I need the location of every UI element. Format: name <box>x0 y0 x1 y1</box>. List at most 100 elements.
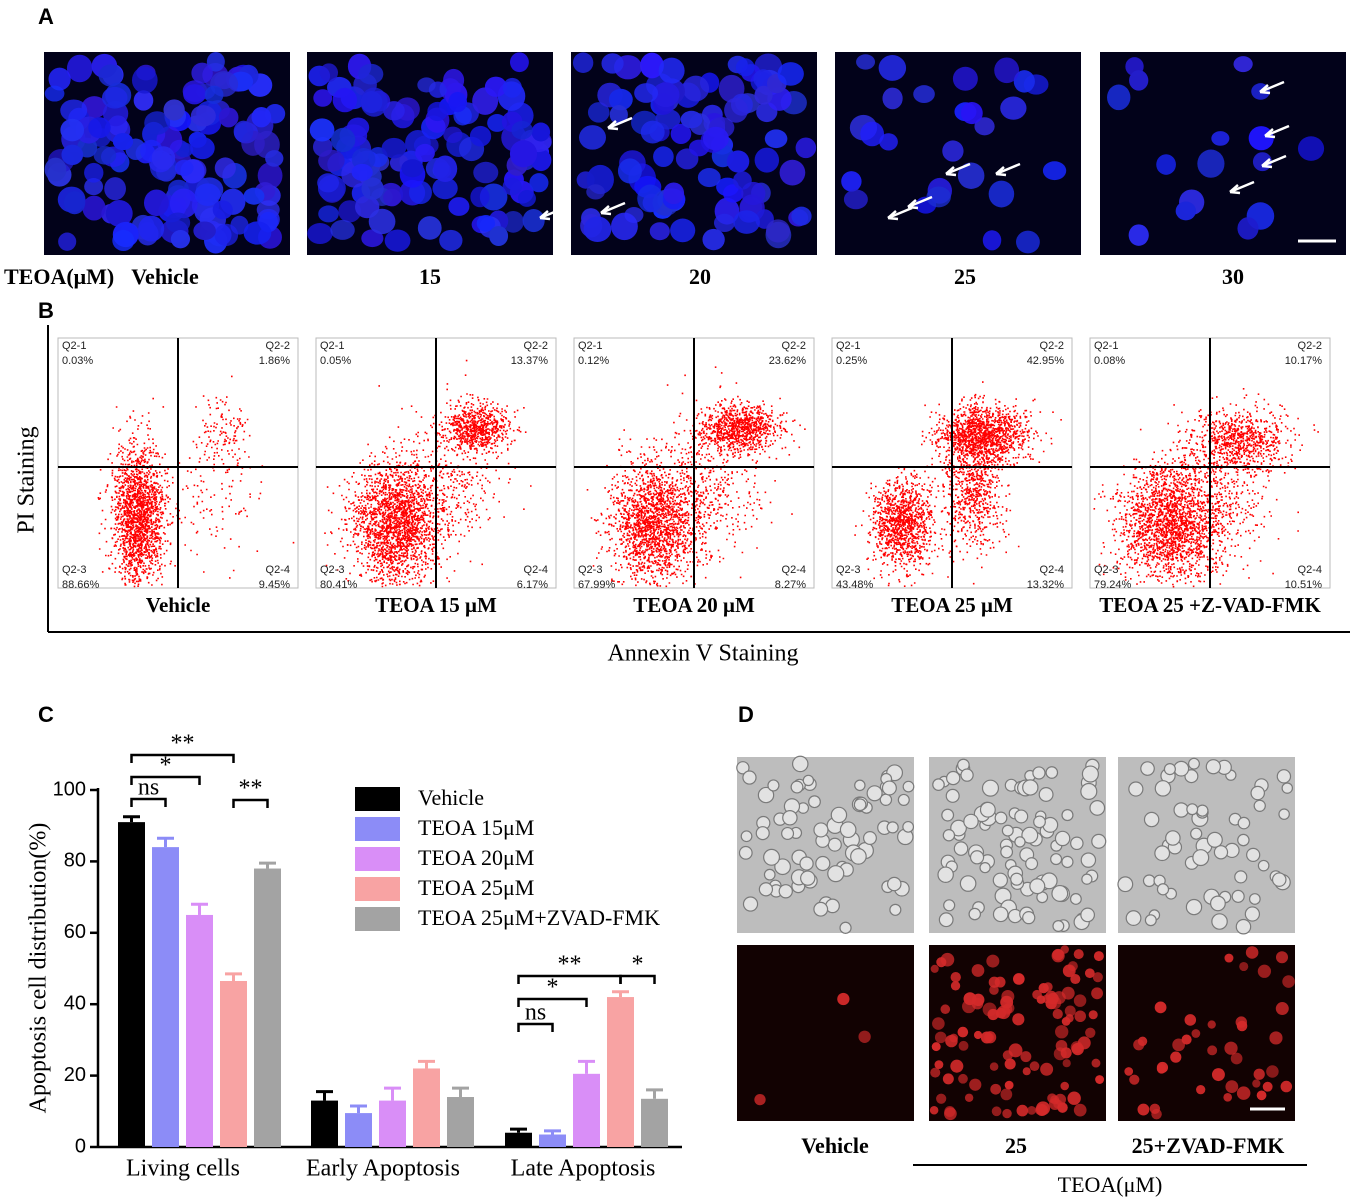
nucleus <box>204 85 224 105</box>
nucleus <box>1156 154 1176 175</box>
nucleus <box>233 120 254 143</box>
nucleus <box>610 212 638 241</box>
nucleus <box>682 75 710 102</box>
bar <box>539 1134 566 1147</box>
cell <box>1091 1058 1101 1068</box>
cell <box>1069 893 1082 905</box>
cell <box>1280 1080 1293 1093</box>
cell <box>1033 815 1046 829</box>
nucleus <box>44 157 67 182</box>
condition-label: 25+ZVAD-FMK <box>1132 1133 1285 1158</box>
quadrant-percent: 13.37% <box>511 355 549 367</box>
nucleus <box>1175 201 1197 221</box>
nucleus <box>383 101 405 121</box>
cell <box>932 778 945 791</box>
nucleus <box>652 82 680 108</box>
y-tick-label: 100 <box>53 778 86 800</box>
cell <box>1085 1027 1096 1038</box>
nucleus <box>212 200 233 220</box>
quadrant-name: Q2-3 <box>578 564 602 576</box>
nucleus <box>878 55 907 81</box>
nucleus <box>957 162 985 189</box>
legend-swatch <box>355 877 400 901</box>
nucleus <box>791 206 812 226</box>
cell <box>1235 918 1252 935</box>
bar <box>345 1113 372 1147</box>
nucleus <box>841 171 862 192</box>
legend-swatch <box>355 907 400 931</box>
flow-plot: Q2-1 0.12% Q2-2 23.62% Q2-3 67.99% Q2-4 8.27% <box>573 337 815 591</box>
cell <box>837 992 850 1006</box>
cell <box>986 954 1000 968</box>
cell <box>1010 872 1024 886</box>
cell <box>1080 907 1096 923</box>
nucleus <box>165 212 191 233</box>
legend-label: Vehicle <box>418 785 484 810</box>
bar <box>379 1100 406 1147</box>
cell <box>1154 845 1171 862</box>
nucleus <box>251 107 272 128</box>
nucleus <box>529 173 549 193</box>
nucleus <box>658 57 685 84</box>
significance-bracket <box>130 775 201 785</box>
quadrant-name: Q2-1 <box>836 340 860 352</box>
cell <box>1091 833 1107 849</box>
cell <box>932 1017 945 1030</box>
cell <box>813 901 829 917</box>
cell <box>853 798 867 812</box>
bar <box>152 847 179 1147</box>
image-bg <box>737 945 914 1121</box>
nucleus <box>670 218 696 243</box>
nucleus <box>417 77 436 93</box>
nucleus <box>58 232 77 251</box>
cell <box>1257 964 1272 978</box>
condition-label: 20 <box>689 264 711 289</box>
arrow <box>539 206 565 221</box>
nucleus <box>82 195 106 221</box>
significance-label: * <box>160 753 172 779</box>
condition-label: 25 <box>1005 1133 1027 1158</box>
nucleus <box>48 67 71 91</box>
nucleus <box>183 84 206 105</box>
nucleus <box>44 85 65 102</box>
cell <box>1151 1108 1162 1120</box>
cell <box>1050 853 1063 866</box>
nucleus <box>112 229 135 252</box>
cell <box>808 795 821 809</box>
cell <box>1001 824 1014 837</box>
cell <box>1140 761 1155 776</box>
cell <box>945 1034 958 1048</box>
nucleus <box>1248 126 1274 151</box>
cell <box>782 810 798 826</box>
cell <box>953 841 969 856</box>
cell <box>1093 951 1104 962</box>
cell <box>992 872 1008 888</box>
micrograph <box>835 52 1081 255</box>
cell <box>1070 836 1084 851</box>
quadrant-percent: 10.51% <box>1285 579 1323 591</box>
nucleus <box>754 85 773 105</box>
significance-bracket <box>517 1022 554 1032</box>
events <box>324 359 532 588</box>
nucleus <box>713 213 735 233</box>
nucleus <box>586 184 605 200</box>
nucleus <box>131 66 158 94</box>
cell <box>1237 816 1251 830</box>
cell <box>1062 964 1075 977</box>
nucleus <box>361 177 384 200</box>
cell <box>1040 1062 1054 1076</box>
nucleus <box>330 219 355 240</box>
panel-letter: D <box>738 702 754 727</box>
cell <box>1029 878 1046 895</box>
significance-bracket <box>130 797 167 807</box>
cell <box>1084 968 1095 979</box>
cell <box>781 826 795 840</box>
quadrant-percent: 43.48% <box>836 579 874 591</box>
nucleus <box>777 62 804 86</box>
legend-label: TEOA 20μM <box>418 845 534 870</box>
cell <box>1188 757 1200 770</box>
nucleus <box>735 58 755 77</box>
cell <box>994 811 1008 825</box>
quadrant-percent: 0.12% <box>578 355 609 367</box>
cell <box>941 808 955 822</box>
